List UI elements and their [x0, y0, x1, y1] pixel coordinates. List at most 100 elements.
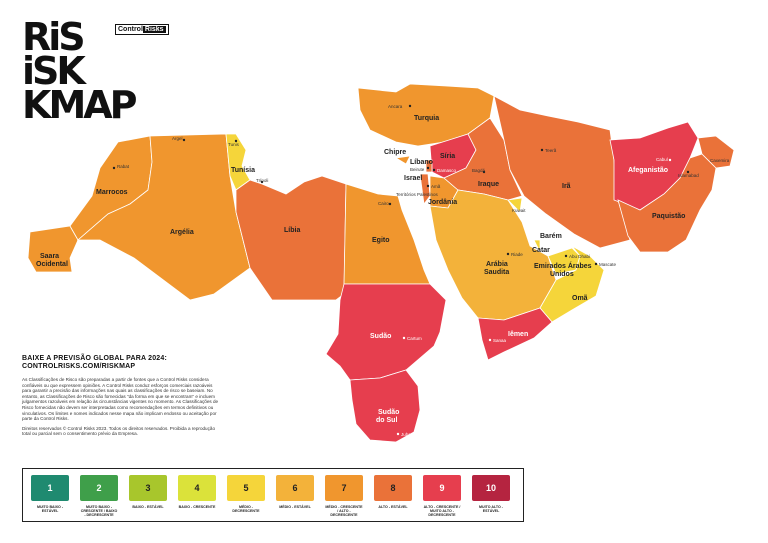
city-dot-damascus [432, 168, 436, 172]
legend-swatch-5: 5 [227, 475, 265, 501]
legend-swatch-6: 6 [276, 475, 314, 501]
city-amman: Amã [431, 184, 441, 189]
city-rabat: Rabat [117, 164, 130, 169]
city-juba: Juba [401, 432, 411, 437]
legend-caption-6: MÉDIO - ESTÁVEL [279, 505, 311, 509]
legend-swatch-9: 9 [423, 475, 461, 501]
city-dot-tunis [234, 139, 238, 143]
label-qatar: Catar [532, 247, 550, 254]
label-oman: Omã [572, 295, 588, 302]
region-qatar[interactable] [533, 239, 541, 253]
region-libya[interactable] [235, 175, 347, 301]
label-algeria: Argélia [170, 229, 194, 236]
legend-item-10: 10 MUITO ALTO - ESTÁVEL [472, 475, 510, 513]
legend-swatch-1: 1 [31, 475, 69, 501]
city-tunis: Tunis [228, 142, 240, 147]
label-tunisia: Tunísia [231, 167, 255, 174]
legend-item-5: 5 MÉDIO - DECRESCENTE [227, 475, 265, 513]
control-risks-badge: Control Risks [115, 24, 169, 35]
info-block: BAIXE A PREVISÃO GLOBAL PARA 2024: CONTR… [22, 355, 222, 437]
legend-swatch-2: 2 [80, 475, 118, 501]
label-iraq: Iraque [478, 181, 499, 188]
city-dot-rabat [112, 166, 116, 170]
badge-risks: Risks [142, 26, 166, 33]
region-tunisia[interactable] [225, 133, 251, 191]
label-western-sahara-2: Ocidental [36, 261, 68, 268]
city-riyadh: Riade [511, 252, 523, 257]
logo-line-3: KMAP [22, 83, 138, 127]
label-uae-2: Unidos [550, 271, 574, 278]
legend-caption-4: BAIXO - CRESCENTE [178, 505, 216, 509]
label-kuwait: Kuwait [512, 208, 526, 213]
region-south-sudan[interactable] [349, 369, 421, 443]
legend-swatch-3: 3 [129, 475, 167, 501]
download-link[interactable]: CONTROLRISKS.COM/RISKMAP [22, 363, 136, 370]
label-cyprus: Chipre [384, 149, 406, 156]
city-algiers: Argel [172, 136, 183, 141]
region-pakistan[interactable] [617, 153, 717, 253]
label-yemen: Iêmen [508, 331, 528, 338]
city-dot-beirut [426, 166, 430, 170]
legend-item-6: 6 MÉDIO - ESTÁVEL [276, 475, 314, 509]
city-dot-abu-dhabi [564, 254, 568, 258]
legend-caption-7: MÉDIO - CRESCENTE / ALTO - DECRESCENTE [325, 505, 363, 517]
badge-control: Control [118, 26, 143, 33]
city-dot-baghdad [482, 170, 486, 174]
legend-item-7: 7 MÉDIO - CRESCENTE / ALTO - DECRESCENTE [325, 475, 363, 517]
legend-swatch-8: 8 [374, 475, 412, 501]
city-dot-muscat [594, 262, 598, 266]
legend-caption-9: ALTO - CRESCENTE / MUITO ALTO - DECRESCE… [423, 505, 461, 517]
legend-swatch-7: 7 [325, 475, 363, 501]
city-beirut: Beirute [410, 167, 425, 172]
region-yemen[interactable] [477, 307, 553, 361]
region-sudan[interactable] [325, 283, 447, 381]
legend-caption-3: BAIXO - ESTÁVEL [132, 505, 164, 509]
label-palestine: Territórios Palestinos [396, 192, 439, 197]
region-algeria[interactable] [76, 133, 251, 301]
label-egypt: Egito [372, 237, 390, 244]
city-islamabad: Islamabad [678, 173, 699, 178]
cities-layer: Rabat Argel Tunis Trípoli Cairo Cartum J… [112, 104, 699, 437]
legend-caption-8: ALTO - ESTÁVEL [378, 505, 408, 509]
city-cairo: Cairo [378, 201, 389, 206]
region-iran[interactable] [493, 95, 631, 249]
city-tripoli: Trípoli [256, 178, 268, 183]
risk-legend: 1 MUITO BAIXO - ESTÁVEL 2 MUITO BAIXO - CRE… [22, 468, 524, 522]
label-bahrain: Barém [540, 233, 562, 240]
region-saudi-arabia[interactable] [429, 189, 557, 321]
city-sanaa: Sanaa [493, 338, 507, 343]
legend-item-3: 3 BAIXO - ESTÁVEL [129, 475, 167, 509]
riskmap-logo: RiS iSK KMAP [22, 18, 172, 130]
city-dot-riyadh [506, 252, 510, 256]
city-dot-tehran [540, 148, 544, 152]
city-dot-islamabad [686, 170, 690, 174]
label-saudi-2: Saudita [484, 269, 509, 276]
region-kuwait[interactable] [507, 197, 523, 213]
disclaimer-text: As Classificações de Risco são preparada… [22, 377, 219, 422]
region-egypt[interactable] [343, 183, 431, 285]
legend-item-8: 8 ALTO - ESTÁVEL [374, 475, 412, 509]
city-khartoum: Cartum [407, 336, 422, 341]
label-sudan: Sudão [370, 333, 391, 340]
rights-text: Direitos reservados © Control Risks 2023… [22, 425, 216, 437]
region-cyprus[interactable] [394, 155, 411, 165]
city-muscat: Mascate [599, 262, 617, 267]
city-abu-dhabi: Abu Dhabi [569, 254, 590, 259]
legend-item-4: 4 BAIXO - CRESCENTE [178, 475, 216, 509]
city-baghdad: Bagdá [472, 168, 486, 173]
logo-line-2: iSK [22, 49, 86, 93]
label-afghanistan: Afeganistão [628, 167, 668, 174]
legend-item-2: 2 MUITO BAIXO - CRESCENTE / BAIXO - DECRE… [80, 475, 118, 517]
download-title-1: BAIXE A PREVISÃO GLOBAL PARA 2024: [22, 355, 168, 362]
label-kashmir: Caxemira [710, 158, 730, 163]
city-ankara: Ancara [388, 104, 403, 109]
city-dot-kabul [668, 158, 672, 162]
city-dot-ankara [408, 104, 412, 108]
city-kabul: Cabul [656, 157, 668, 162]
region-kashmir[interactable] [697, 135, 735, 169]
label-saudi-1: Arábia [486, 261, 508, 268]
label-turkey: Turquia [414, 115, 439, 122]
legend-caption-1: MUITO BAIXO - ESTÁVEL [36, 505, 64, 513]
city-dot-sanaa [488, 338, 492, 342]
